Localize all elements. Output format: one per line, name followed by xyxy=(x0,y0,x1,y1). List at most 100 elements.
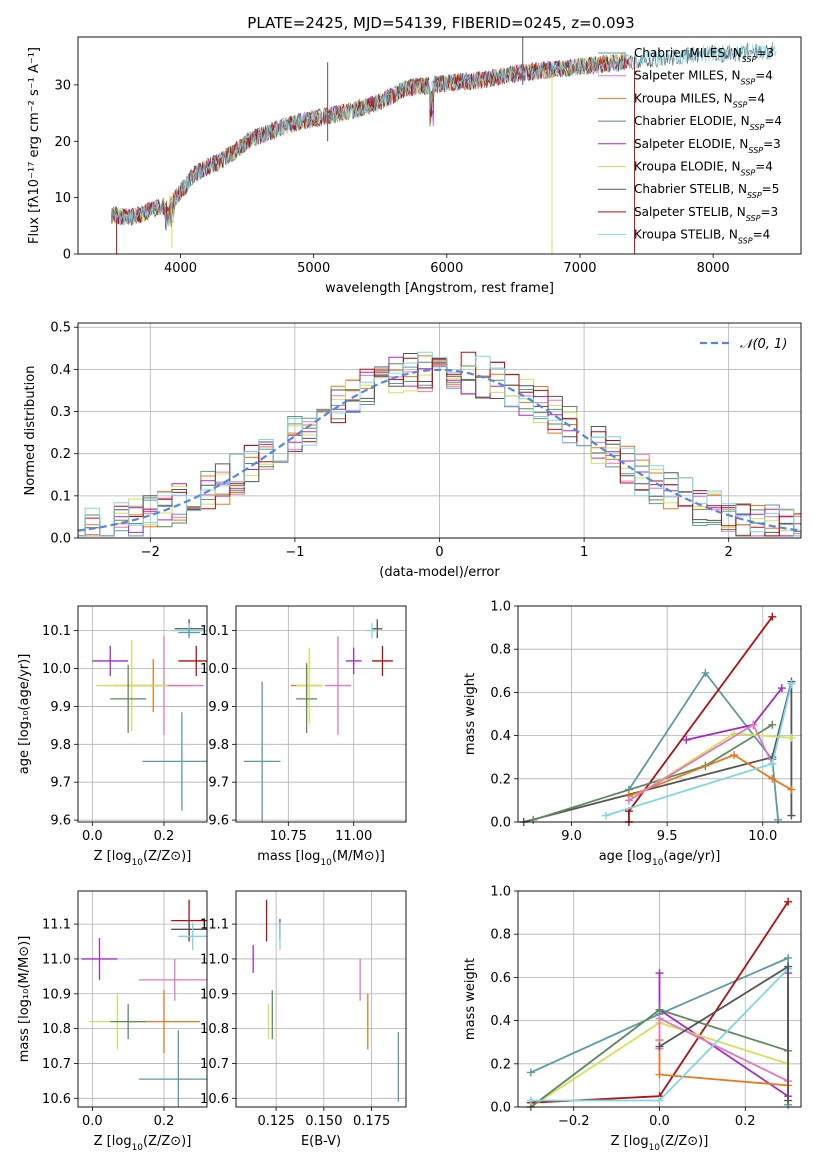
legend-label-main: Chabrier MILES, N xyxy=(634,46,742,60)
legend-label-tail: =3 xyxy=(763,137,781,151)
y-tick-label: 9.9 xyxy=(208,700,229,715)
legend-label-sub: SSP xyxy=(746,213,761,222)
errorbar-point xyxy=(324,636,352,735)
y-tick-label: 10.8 xyxy=(42,1022,71,1037)
y-tick-label: 0.1 xyxy=(50,489,71,504)
mass_vs_Z-axes: 0.0 0.2 10.6 10.7 10.8 10.9 11.0 11.1 Z [log10(Z… xyxy=(17,890,208,1153)
x-tick-label: −0.2 xyxy=(558,1114,590,1129)
weight-line xyxy=(658,1040,789,1087)
x-axis-label: Z [log10(Z/Z⊙)] xyxy=(94,849,192,868)
legend-label-tail: =4 xyxy=(764,114,782,128)
weight-marker xyxy=(784,1096,793,1105)
y-tick-label: 11.1 xyxy=(200,918,229,933)
legend-label-sub: SSP xyxy=(750,123,765,132)
x-tick-label: 0.2 xyxy=(154,829,175,844)
legend-label-sub: SSP xyxy=(741,77,756,86)
legend-label-main: Salpeter MILES, N xyxy=(634,69,741,83)
y-axis-label: mass weight xyxy=(463,673,478,755)
legend-entry: Chabrier STELIB, NSSP=5 xyxy=(634,182,779,200)
errorbar-point xyxy=(243,681,281,822)
age_vs_mass-axes: 10.75 11.00 9.6 9.7 9.8 9.9 10.0 10.1 mass [log1… xyxy=(200,605,407,868)
x-axis-label-post: (age/yr)] xyxy=(663,849,720,864)
weight-marker xyxy=(624,796,633,805)
legend-label-tail: =5 xyxy=(762,182,780,196)
x-axis-label: (data-model)/error xyxy=(379,565,500,580)
weight-marker xyxy=(655,1070,664,1079)
y-tick-label: 10.6 xyxy=(200,1092,229,1107)
weight-marker xyxy=(655,969,664,978)
y-tick-label: 0.4 xyxy=(490,1014,511,1029)
x-tick-label: −1 xyxy=(285,545,304,560)
y-tick-label: 9.8 xyxy=(208,738,229,753)
figure-title: PLATE=2425, MJD=54139, FIBERID=0245, z=0… xyxy=(247,14,634,32)
weight-line xyxy=(605,683,793,817)
weight-line xyxy=(533,724,773,821)
y-tick-label: 10.9 xyxy=(200,987,229,1002)
y-tick-label: 0.2 xyxy=(50,447,71,462)
legend-label-tail: =4 xyxy=(755,160,773,174)
y-tick-label: 10 xyxy=(54,191,71,206)
weight-line xyxy=(523,681,793,823)
x-axis-label-post: (Z/Z⊙)] xyxy=(143,849,191,864)
y-tick-label: 10.1 xyxy=(200,624,229,639)
x-axis-label-sub: 10 xyxy=(132,858,144,868)
x-tick-label: 0.2 xyxy=(735,1114,756,1129)
x-axis-label-sub: 10 xyxy=(649,1143,661,1153)
errorbar-point xyxy=(178,645,207,677)
legend-label-main: Salpeter ELODIE, N xyxy=(634,137,748,151)
x-tick-label: 10.0 xyxy=(748,829,777,844)
x-axis-label: mass [log10(M/M⊙)] xyxy=(257,849,385,868)
legend-entry: Salpeter MILES, NSSP=4 xyxy=(634,69,773,87)
y-axis-label: mass weight xyxy=(463,958,478,1040)
mass_weight_vs_Z-axes: −0.2 0.0 0.2 0.0 0.2 0.4 0.6 0.8 1.0 Z [log10(Z/Z… xyxy=(463,885,802,1153)
errorbar-point xyxy=(178,922,207,951)
y-tick-label: 0.0 xyxy=(490,816,511,831)
legend-label-main: Kroupa STELIB, N xyxy=(634,228,738,242)
y-tick-label: 9.6 xyxy=(208,814,229,829)
weight-marker xyxy=(730,751,739,760)
weight-marker xyxy=(787,679,796,688)
weight-line xyxy=(628,732,792,802)
weight-marker xyxy=(784,953,793,962)
x-axis-label-post: (Z/Z⊙)] xyxy=(660,1134,708,1149)
x-tick-label: 0.0 xyxy=(82,829,103,844)
weight-line xyxy=(658,1016,789,1082)
axes-frame xyxy=(77,36,802,255)
x-axis-label-post: (M/M⊙)] xyxy=(332,849,385,864)
legend-entry: Salpeter STELIB, NSSP=3 xyxy=(634,205,778,223)
weight-marker xyxy=(526,1068,535,1077)
y-tick-label: 0.6 xyxy=(490,686,511,701)
weight-marker xyxy=(768,720,777,729)
legend-label-sub: SSP xyxy=(733,100,748,109)
errorbar-point xyxy=(296,664,318,733)
weight-marker xyxy=(777,684,786,693)
axes-frame xyxy=(235,605,407,823)
weight-marker xyxy=(529,815,538,824)
x-axis-label-sub: 10 xyxy=(652,858,664,868)
legend-entry: Kroupa STELIB, NSSP=4 xyxy=(634,228,770,246)
weight-marker xyxy=(768,759,777,768)
axes-frame xyxy=(517,605,802,823)
errorbar-point xyxy=(372,619,383,639)
y-tick-label: 10.0 xyxy=(42,662,71,677)
x-tick-label: 10.75 xyxy=(270,829,307,844)
legend-label-tail: =3 xyxy=(756,46,774,60)
residuals-axes: −2 −1 0 1 2 0.0 0.1 0.2 0.3 0.4 0.5 (data-model)/er… xyxy=(23,321,802,580)
legend-label-sub: SSP xyxy=(738,236,753,245)
x-axis-label: age [log10(age/yr)] xyxy=(599,849,721,868)
x-tick-label: 5000 xyxy=(297,261,330,276)
legend-entry: Chabrier ELODIE, NSSP=4 xyxy=(634,114,782,132)
y-tick-label: 0.0 xyxy=(50,532,71,547)
axes-frame xyxy=(517,890,802,1108)
errorbar-point xyxy=(138,1030,207,1107)
x-tick-label: 0 xyxy=(435,545,443,560)
x-axis-label-pre: mass [log xyxy=(257,849,320,864)
weight-marker xyxy=(784,962,793,971)
y-tick-label: 10.1 xyxy=(42,624,71,639)
y-tick-label: 0.8 xyxy=(490,928,511,943)
x-axis-label: wavelength [Angstrom, rest frame] xyxy=(325,281,554,296)
weight-marker xyxy=(784,897,793,906)
weight-marker xyxy=(787,733,796,742)
weight-marker xyxy=(787,785,796,794)
legend-label-sub: SSP xyxy=(741,168,756,177)
